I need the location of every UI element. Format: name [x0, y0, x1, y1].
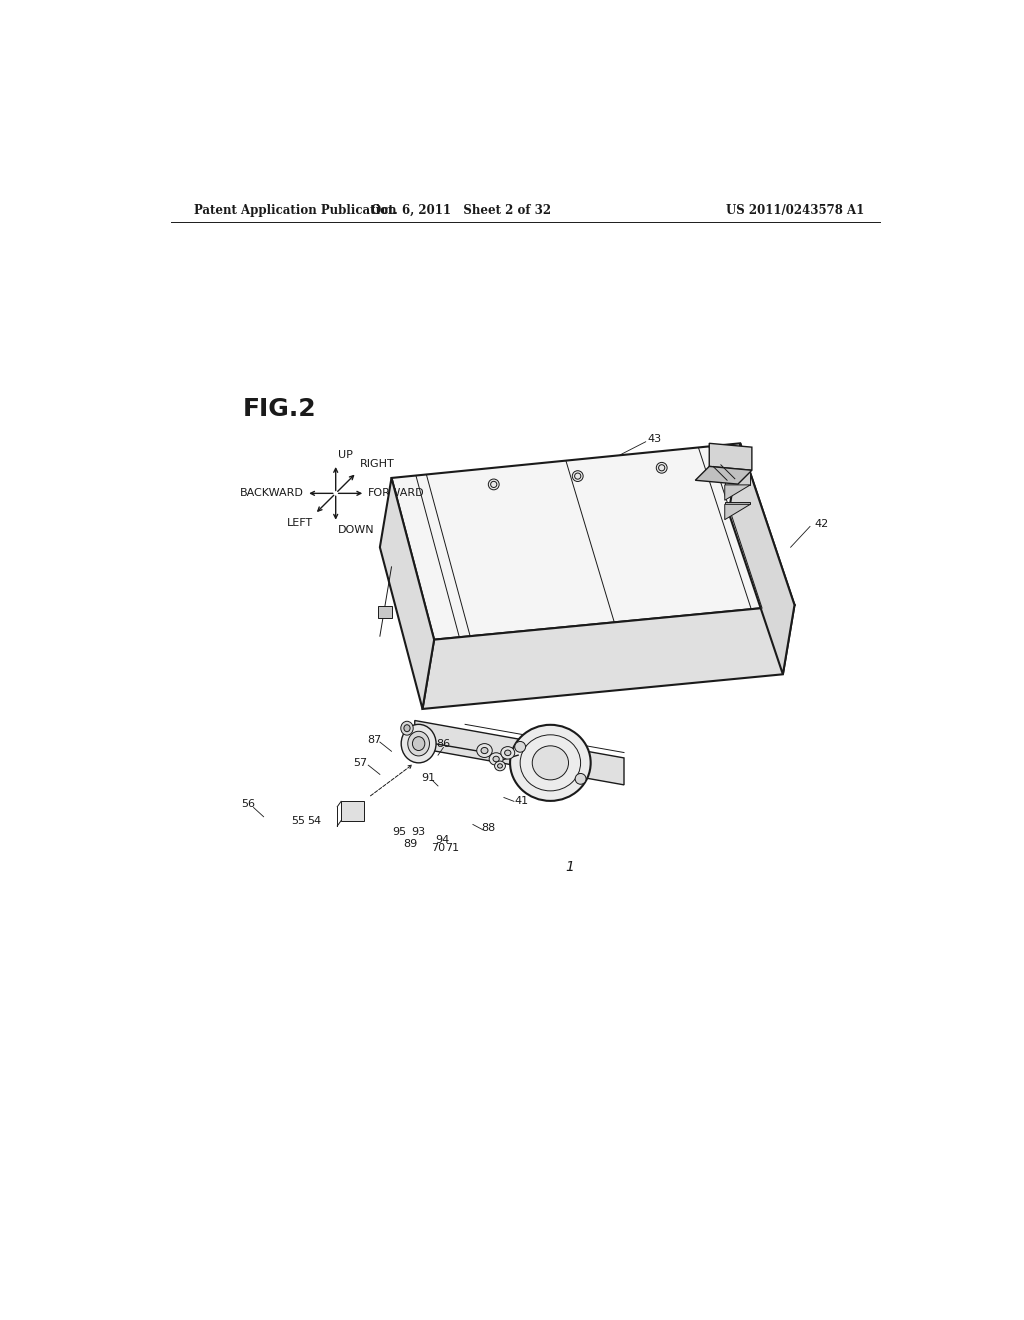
Polygon shape: [729, 444, 795, 675]
Text: 57: 57: [353, 758, 368, 768]
Polygon shape: [423, 605, 795, 709]
Ellipse shape: [401, 725, 436, 763]
Text: FIG.2: FIG.2: [243, 397, 316, 421]
Circle shape: [488, 479, 499, 490]
Ellipse shape: [489, 752, 503, 766]
Text: US 2011/0243578 A1: US 2011/0243578 A1: [726, 205, 864, 218]
Circle shape: [656, 462, 667, 473]
Polygon shape: [415, 721, 624, 785]
Ellipse shape: [495, 762, 506, 771]
Text: Oct. 6, 2011   Sheet 2 of 32: Oct. 6, 2011 Sheet 2 of 32: [371, 205, 551, 218]
Ellipse shape: [481, 747, 488, 754]
Text: Patent Application Publication: Patent Application Publication: [194, 205, 396, 218]
Text: 42: 42: [814, 519, 828, 529]
Polygon shape: [391, 444, 795, 640]
Text: 70: 70: [431, 842, 445, 853]
Polygon shape: [725, 465, 751, 484]
Text: 94: 94: [435, 834, 449, 845]
Text: 54: 54: [307, 816, 322, 825]
Polygon shape: [695, 466, 752, 484]
Text: DOWN: DOWN: [338, 525, 375, 535]
Ellipse shape: [400, 721, 414, 735]
Polygon shape: [378, 606, 391, 618]
Ellipse shape: [477, 743, 493, 758]
Text: 93: 93: [412, 828, 426, 837]
Polygon shape: [725, 502, 751, 504]
Polygon shape: [710, 444, 752, 470]
Circle shape: [572, 471, 583, 482]
Ellipse shape: [501, 747, 515, 759]
Polygon shape: [380, 478, 434, 709]
Text: FORWARD: FORWARD: [368, 488, 424, 499]
Ellipse shape: [413, 737, 425, 751]
Ellipse shape: [510, 725, 591, 801]
Text: RIGHT: RIGHT: [359, 459, 394, 470]
Text: 91: 91: [422, 774, 436, 783]
Text: 87: 87: [368, 735, 382, 744]
Text: 56: 56: [241, 799, 255, 809]
Text: 71: 71: [444, 842, 459, 853]
Ellipse shape: [498, 764, 503, 768]
Ellipse shape: [403, 725, 410, 731]
Text: LEFT: LEFT: [287, 517, 313, 528]
Text: 43: 43: [648, 434, 663, 445]
Ellipse shape: [493, 756, 500, 762]
Circle shape: [575, 774, 586, 784]
Ellipse shape: [532, 746, 568, 780]
Text: 55: 55: [292, 816, 305, 825]
Text: 86: 86: [436, 739, 451, 748]
Text: 89: 89: [403, 838, 418, 849]
Text: BACKWARD: BACKWARD: [240, 488, 304, 499]
Ellipse shape: [505, 750, 511, 755]
Text: 41: 41: [515, 796, 528, 807]
Polygon shape: [341, 801, 365, 821]
Polygon shape: [725, 484, 751, 500]
Text: 95: 95: [392, 828, 407, 837]
Circle shape: [515, 742, 525, 752]
Text: 88: 88: [481, 824, 496, 833]
Polygon shape: [725, 504, 751, 520]
Text: 1: 1: [565, 859, 574, 874]
Text: UP: UP: [338, 450, 353, 461]
Ellipse shape: [408, 731, 429, 756]
